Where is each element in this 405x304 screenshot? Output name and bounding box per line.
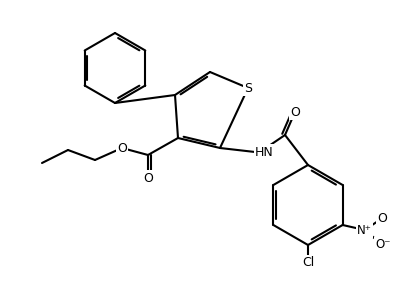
Text: O: O bbox=[290, 105, 300, 119]
Text: S: S bbox=[244, 81, 252, 95]
Text: O: O bbox=[378, 212, 388, 224]
Text: O: O bbox=[117, 141, 127, 154]
Text: N⁺: N⁺ bbox=[357, 223, 372, 237]
Text: HN: HN bbox=[255, 146, 274, 158]
Text: O: O bbox=[143, 171, 153, 185]
Text: Cl: Cl bbox=[302, 257, 314, 270]
Text: O⁻: O⁻ bbox=[375, 239, 390, 251]
